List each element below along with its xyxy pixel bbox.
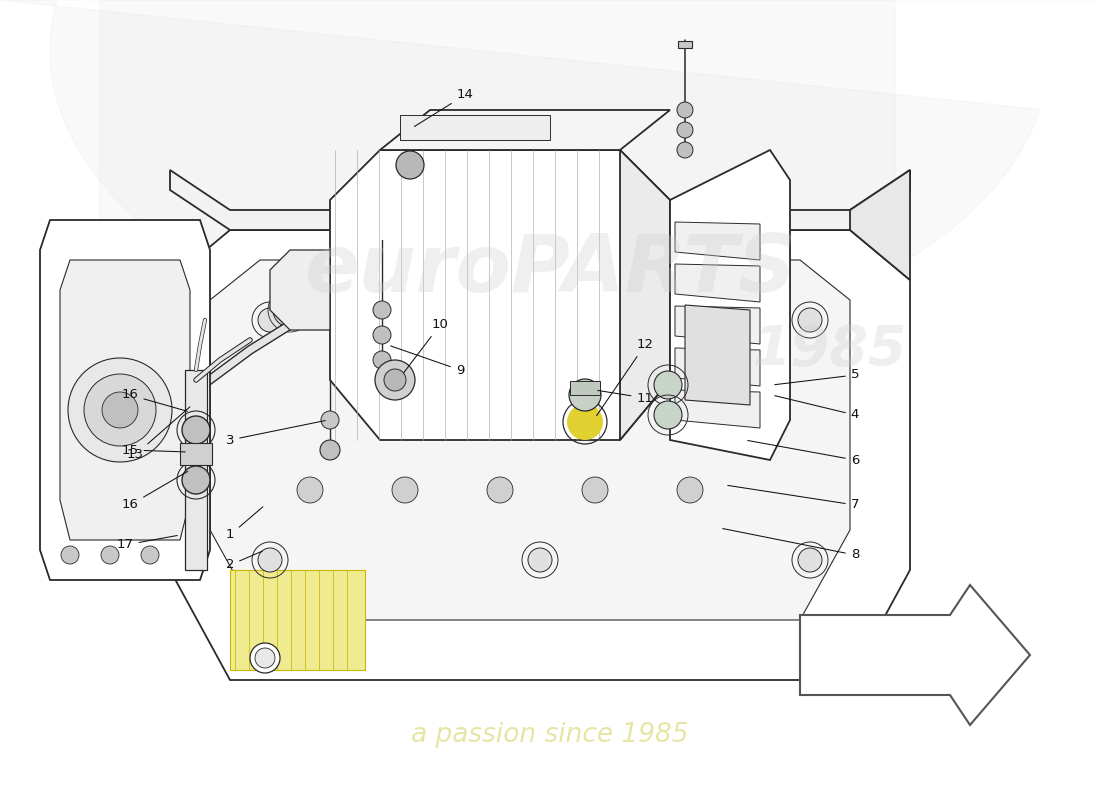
Circle shape: [582, 477, 608, 503]
Circle shape: [101, 546, 119, 564]
Bar: [400, 115, 550, 140]
Circle shape: [798, 308, 822, 332]
Text: 9: 9: [390, 346, 464, 377]
Text: 2: 2: [226, 551, 263, 571]
Text: 12: 12: [596, 338, 653, 416]
Text: 17: 17: [117, 535, 177, 551]
Text: 16: 16: [122, 389, 187, 411]
Circle shape: [392, 477, 418, 503]
Bar: [180, 443, 212, 465]
Circle shape: [297, 477, 323, 503]
Polygon shape: [850, 170, 910, 280]
Polygon shape: [330, 150, 670, 440]
Text: 10: 10: [404, 318, 449, 373]
Circle shape: [182, 466, 210, 494]
Text: 6: 6: [748, 441, 859, 466]
Circle shape: [363, 293, 397, 327]
Polygon shape: [675, 222, 760, 260]
Circle shape: [566, 404, 603, 440]
Text: 5: 5: [774, 369, 859, 385]
Polygon shape: [60, 260, 190, 540]
Text: 1: 1: [226, 507, 263, 542]
Circle shape: [258, 548, 282, 572]
Polygon shape: [40, 220, 210, 580]
Polygon shape: [670, 150, 790, 460]
Bar: [570, 381, 600, 395]
Circle shape: [60, 546, 79, 564]
Polygon shape: [800, 585, 1030, 725]
Circle shape: [373, 301, 390, 319]
Polygon shape: [685, 305, 750, 405]
Text: 15: 15: [121, 443, 185, 457]
Circle shape: [373, 351, 390, 369]
Circle shape: [798, 548, 822, 572]
Bar: [230, 570, 365, 670]
Polygon shape: [210, 260, 850, 620]
Polygon shape: [379, 110, 670, 150]
Text: 13: 13: [126, 407, 190, 462]
Circle shape: [632, 293, 667, 327]
Circle shape: [654, 401, 682, 429]
Polygon shape: [675, 390, 760, 428]
Circle shape: [543, 293, 578, 327]
Circle shape: [68, 358, 172, 462]
Text: euroPARTS: euroPARTS: [304, 231, 796, 309]
Circle shape: [676, 142, 693, 158]
Text: 11: 11: [597, 390, 653, 405]
Polygon shape: [170, 230, 910, 680]
Circle shape: [676, 477, 703, 503]
Polygon shape: [620, 150, 670, 440]
Text: 3: 3: [226, 421, 326, 446]
Circle shape: [258, 308, 282, 332]
Text: 1985: 1985: [752, 323, 908, 377]
Circle shape: [321, 411, 339, 429]
Circle shape: [320, 440, 340, 460]
Circle shape: [487, 477, 513, 503]
Circle shape: [528, 308, 552, 332]
Text: 16: 16: [122, 471, 188, 511]
Circle shape: [396, 151, 424, 179]
Circle shape: [255, 648, 275, 668]
Circle shape: [569, 379, 601, 411]
Circle shape: [250, 643, 280, 673]
Bar: [185, 370, 207, 570]
Circle shape: [384, 369, 406, 391]
Circle shape: [84, 374, 156, 446]
Circle shape: [373, 326, 390, 344]
Circle shape: [528, 548, 552, 572]
Circle shape: [141, 546, 160, 564]
Polygon shape: [675, 348, 760, 386]
Circle shape: [273, 293, 307, 327]
Polygon shape: [675, 264, 760, 302]
Circle shape: [102, 392, 138, 428]
Polygon shape: [0, 0, 1100, 350]
Polygon shape: [170, 170, 910, 230]
Text: 14: 14: [415, 89, 473, 126]
Polygon shape: [675, 306, 760, 344]
Bar: [678, 41, 692, 48]
Text: 4: 4: [774, 396, 859, 422]
Text: a passion since 1985: a passion since 1985: [411, 722, 689, 748]
Circle shape: [723, 293, 757, 327]
Circle shape: [375, 360, 415, 400]
Circle shape: [676, 102, 693, 118]
Circle shape: [654, 371, 682, 399]
Circle shape: [182, 416, 210, 444]
Circle shape: [676, 122, 693, 138]
Polygon shape: [270, 250, 330, 330]
Circle shape: [453, 293, 487, 327]
Text: 8: 8: [723, 529, 859, 562]
Text: 7: 7: [728, 486, 859, 511]
